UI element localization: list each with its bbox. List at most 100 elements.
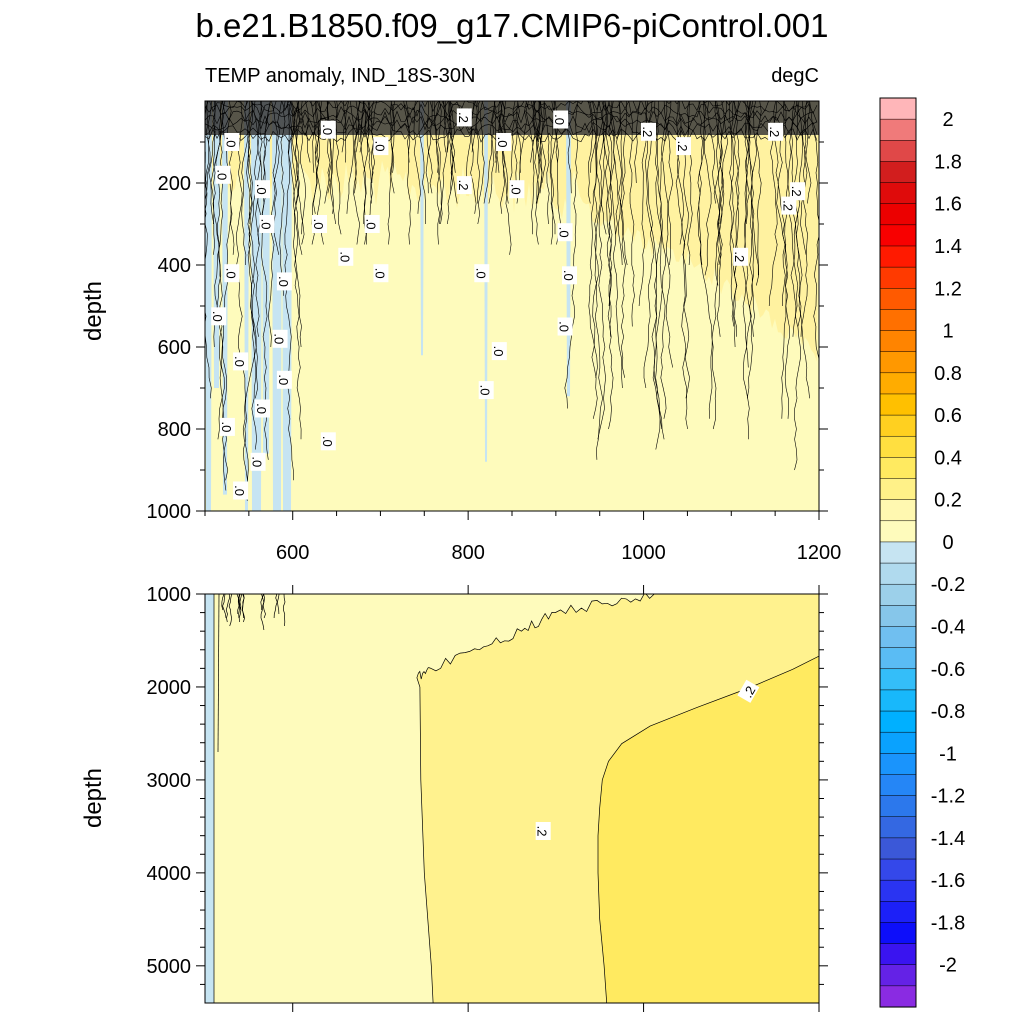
contour-label-text: .0 (254, 184, 269, 195)
colorbar-label: -1.4 (931, 828, 965, 850)
upper-contour-line (326, 101, 336, 225)
upper-contour-line (588, 101, 599, 378)
upper-contour-lines (205, 101, 819, 501)
upper-contour-line (600, 101, 611, 235)
upper-contour-line (606, 101, 615, 307)
upper-contour-line (447, 101, 458, 204)
contour-label-text: .2 (456, 112, 471, 123)
upper-contour-line (538, 101, 540, 143)
upper-contour-line (618, 101, 623, 266)
contour-label-text: .0 (473, 268, 488, 279)
contour-label-text: .0 (223, 137, 238, 148)
upper-contour-line (660, 101, 673, 368)
subtitle-left: TEMP anomaly, IND_18S-30N (205, 65, 475, 87)
lower-contour-line (242, 594, 245, 619)
upper-contour-line (541, 101, 547, 184)
colorbar-label: -0.4 (931, 617, 965, 639)
upper-contour-line (293, 101, 301, 204)
colorbar-swatch (879, 266, 917, 289)
contour-label-text: .0 (250, 456, 265, 467)
lower-y-tick-label: 5000 (147, 956, 192, 978)
upper-surface-contour (205, 103, 818, 119)
colorbar-swatch (879, 731, 917, 754)
upper-contour-line (644, 101, 662, 430)
upper-contour-line (475, 101, 480, 204)
lower-y-tick-label: 3000 (147, 770, 192, 792)
lower-negative-region (205, 594, 214, 1003)
lower-contour-line (283, 594, 286, 627)
contour-label-box (553, 110, 569, 129)
upper-contour-line (696, 101, 717, 430)
upper-y-tick-label: 600 (158, 337, 191, 359)
upper-contour-line (747, 101, 755, 399)
colorbar-swatch (879, 626, 917, 649)
upper-contour-label: .0 (561, 266, 577, 285)
colorbar-swatch (879, 118, 917, 141)
colorbar-label: -1.6 (931, 870, 965, 892)
colorbar-swatch (879, 816, 917, 839)
colorbar-swatch (879, 393, 917, 416)
upper-contour-line (324, 101, 332, 204)
upper-contour-label: .2 (789, 182, 806, 201)
contour-label-text: .0 (337, 251, 352, 262)
contour-label-box (338, 247, 354, 266)
contour-label-text: .0 (223, 268, 238, 279)
upper-contour-label: .0 (495, 133, 512, 151)
contour-label-box (781, 196, 797, 215)
colorbar-swatch (879, 985, 917, 1008)
upper-contour-line (205, 101, 210, 263)
upper-contour-label: .0 (258, 215, 275, 233)
contour-label-box (478, 381, 494, 400)
upper-contour-line (241, 101, 249, 266)
upper-x-tick-label: 1200 (797, 542, 842, 564)
upper-contour-line (360, 101, 367, 245)
colorbar-swatch (879, 478, 917, 501)
contour-label-box (215, 165, 231, 184)
upper-contour-label: .2 (456, 176, 472, 195)
contour-label-box (737, 679, 760, 703)
upper-contour-label: .2 (456, 108, 472, 127)
upper-contour-line (477, 101, 485, 225)
upper-contour-line (370, 101, 378, 204)
upper-y-tick-label: 400 (158, 255, 191, 277)
upper-contour-line (327, 101, 339, 194)
upper-contour-line (387, 101, 396, 245)
upper-contour-line (781, 101, 790, 419)
colorbar-frame (879, 97, 917, 1008)
upper-contour-line (602, 101, 613, 337)
lower-y-axis-label: depth (80, 768, 107, 828)
upper-contour-line (448, 101, 456, 173)
colorbar-label: -0.6 (931, 659, 965, 681)
lower-contour-line (228, 594, 233, 627)
upper-contour-label: .0 (311, 215, 327, 233)
upper-contour-line (426, 101, 433, 194)
upper-contour-line (744, 101, 755, 337)
upper-contour-line (334, 101, 342, 235)
contour-label-text: .0 (232, 485, 247, 496)
upper-contour-line (255, 101, 263, 245)
upper-contour-line (296, 101, 305, 245)
contour-label-text: .0 (215, 169, 230, 180)
upper-contour-line (807, 101, 819, 363)
upper-contour-label: .0 (254, 399, 270, 418)
colorbar-label: -1 (939, 743, 957, 765)
contour-label-box (557, 317, 573, 336)
colorbar-swatch (879, 879, 917, 902)
contour-label-box (255, 180, 270, 199)
upper-contour-line (539, 101, 544, 194)
upper-contour-line (290, 101, 303, 255)
upper-contour-label: .0 (320, 432, 336, 451)
upper-contour-line (471, 101, 480, 153)
contour-label-text: .2 (789, 186, 804, 197)
lower-contour-line (260, 594, 264, 611)
upper-contour-label: .0 (491, 342, 507, 361)
upper-contour-line (483, 101, 495, 204)
colorbar-swatch (879, 605, 917, 628)
upper-contour-label: .0 (210, 307, 227, 326)
upper-contour-label: .0 (232, 352, 249, 371)
contour-label-box (557, 223, 573, 242)
upper-contour-label: .0 (232, 481, 249, 500)
upper-contour-line (279, 101, 288, 296)
contour-label-box (224, 264, 240, 283)
colorbar-swatch (879, 774, 917, 797)
